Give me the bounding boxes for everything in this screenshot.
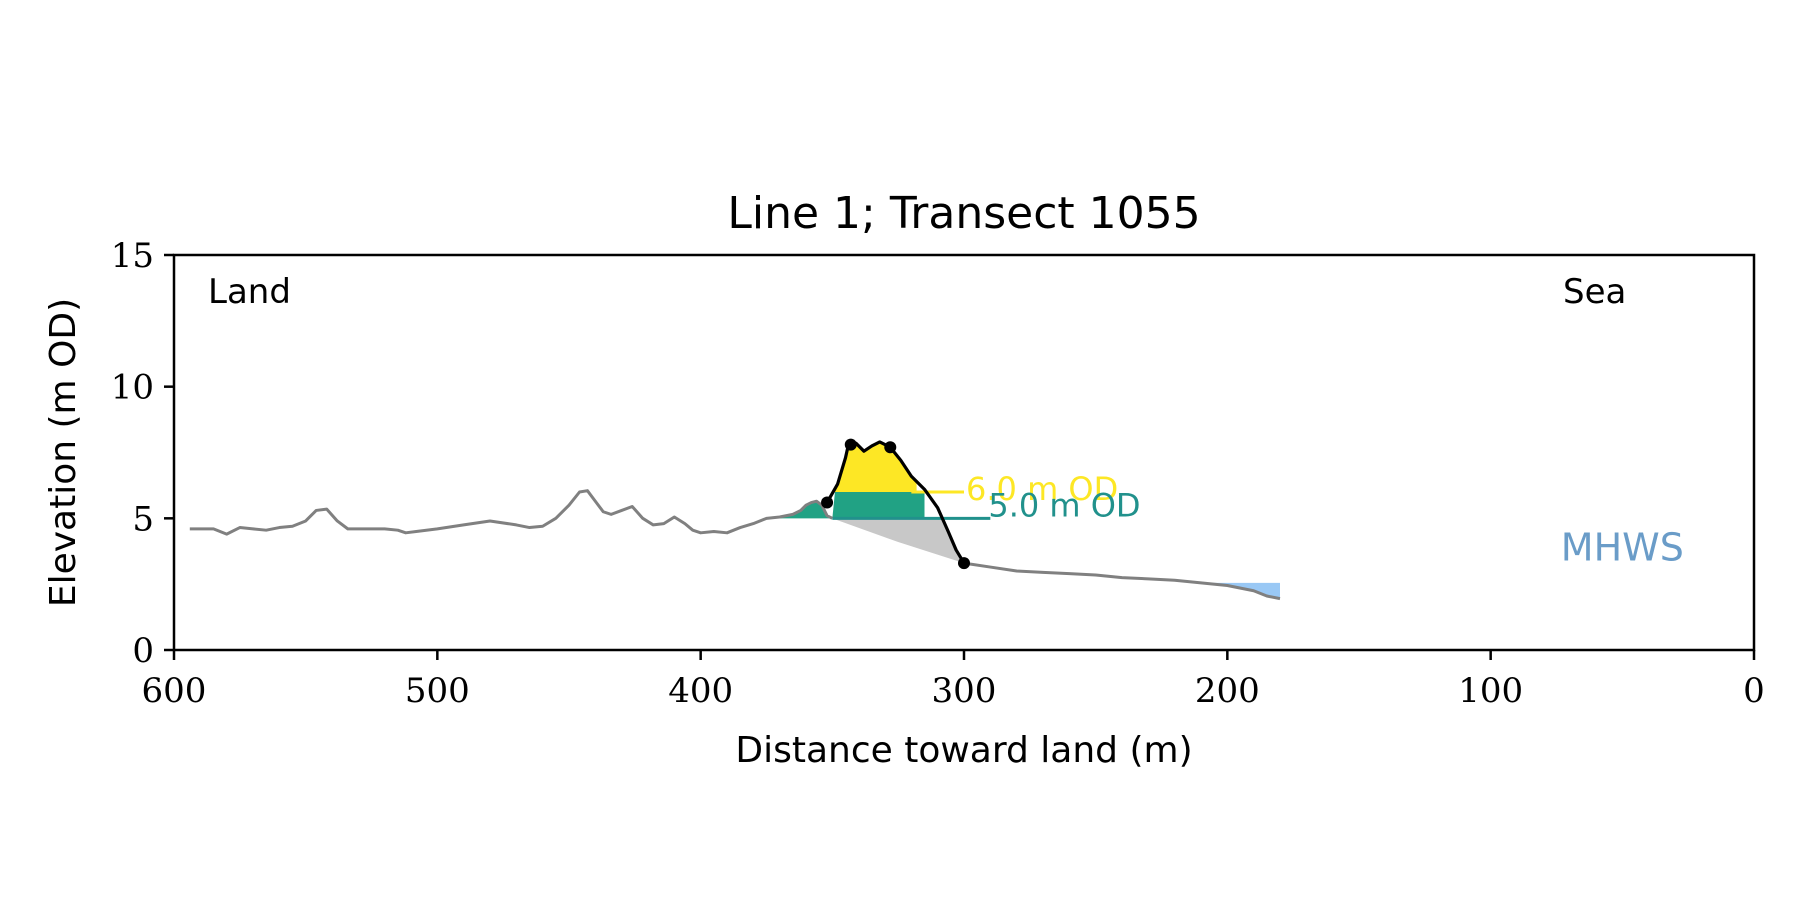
chart-title: Line 1; Transect 1055: [727, 188, 1200, 239]
profile-line-landward: [189, 489, 834, 536]
fill-above-6m: [834, 441, 917, 492]
level-6m-label: 6.0 m OD: [966, 470, 1118, 508]
y-tick-label: 0: [132, 631, 154, 671]
dune-point: [844, 438, 857, 451]
y-axis-label: Elevation (m OD): [43, 298, 84, 607]
fill-layer: [766, 441, 1280, 599]
x-tick-label: 300: [932, 671, 997, 711]
dune-point: [884, 441, 897, 454]
x-axis-ticks: 600 500 400 300 200 100 0: [142, 650, 1765, 711]
x-tick-label: 500: [405, 671, 470, 711]
x-tick-label: 0: [1743, 671, 1765, 711]
sea-annotation: Sea: [1563, 272, 1626, 312]
profile-line-seaward: [963, 561, 1281, 601]
dune-point: [958, 557, 970, 570]
x-tick-label: 100: [1458, 671, 1523, 711]
y-axis-ticks: 0 5 10 15: [111, 236, 174, 671]
y-tick-label: 15: [111, 236, 154, 276]
level-5m-label: 5.0 m OD: [988, 486, 1140, 524]
land-annotation: Land: [208, 272, 291, 312]
fill-band-5-6m: [766, 492, 925, 519]
y-tick-label: 5: [132, 499, 154, 539]
x-tick-label: 200: [1195, 671, 1260, 711]
dune-point: [821, 496, 834, 509]
fill-below-5m: [832, 518, 964, 564]
mhws-label: MHWS: [1561, 525, 1684, 569]
x-tick-label: 400: [668, 671, 733, 711]
y-tick-label: 10: [111, 368, 154, 408]
x-tick-label: 600: [142, 671, 207, 711]
fill-mhws: [1201, 582, 1280, 599]
x-axis-label: Distance toward land (m): [735, 730, 1192, 771]
plot-frame: [172, 253, 1756, 652]
point-layer: [821, 438, 970, 570]
